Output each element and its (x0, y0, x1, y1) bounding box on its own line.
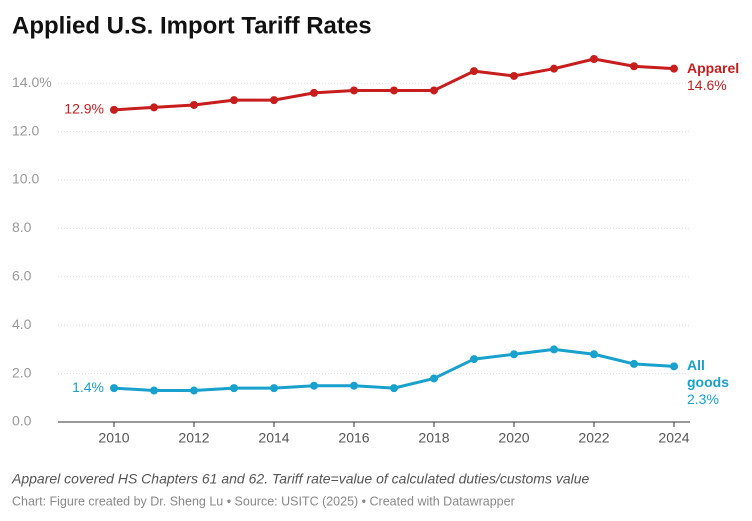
point (470, 355, 478, 364)
point (630, 359, 638, 368)
chart-note: Apparel covered HS Chapters 61 and 62. T… (11, 471, 590, 487)
point (230, 384, 238, 393)
y-tick-label: 2.0 (12, 364, 32, 380)
point (310, 381, 318, 390)
y-tick-label: 10.0 (12, 171, 39, 187)
point (310, 88, 318, 97)
point (190, 386, 198, 395)
line (113, 57, 675, 112)
point (590, 350, 598, 359)
x-tick-label: 2014 (258, 430, 289, 446)
point (430, 86, 438, 95)
point (390, 384, 398, 393)
point (390, 86, 398, 95)
chart-source: Chart: Figure created by Dr. Sheng Lu • … (12, 494, 515, 508)
point (510, 71, 518, 80)
legend-label: Apparel (687, 59, 740, 76)
point (430, 374, 438, 383)
x-tick-label: 2016 (338, 430, 369, 446)
value-label: 2.3% (687, 391, 719, 408)
point (270, 384, 278, 393)
x-tick-label: 2010 (98, 430, 129, 446)
x-tick-label: 2012 (178, 430, 209, 446)
value-label: 14.6% (687, 76, 727, 93)
point (670, 64, 678, 73)
point (150, 103, 158, 112)
point (190, 100, 198, 109)
value-label: 12.9% (64, 101, 104, 117)
point (270, 96, 278, 105)
point (150, 386, 158, 395)
x-tick-label: 2022 (578, 430, 609, 446)
series-end-label: Apparel 14.6% (687, 60, 747, 94)
point (110, 105, 118, 114)
point (630, 62, 638, 71)
y-tick-label: 14.0% (12, 74, 52, 90)
value-label: 1.4% (72, 379, 104, 395)
point (510, 350, 518, 359)
y-tick-label: 4.0 (12, 316, 32, 332)
y-tick-label: 8.0 (12, 219, 32, 235)
point (550, 64, 558, 73)
point (230, 96, 238, 105)
point (670, 362, 678, 371)
y-tick-label: 6.0 (12, 268, 32, 284)
point (550, 345, 558, 354)
point (350, 86, 358, 95)
point (590, 55, 598, 63)
point (110, 384, 118, 393)
x-tick-label: 2024 (658, 430, 689, 446)
chart-title: Applied U.S. Import Tariff Rates (12, 12, 372, 39)
y-tick-label: 12.0 (12, 122, 39, 138)
x-tick-label: 2020 (498, 430, 529, 446)
point (470, 67, 478, 76)
y-tick-label: 0.0 (12, 413, 32, 429)
series-end-label: All goods 2.3% (687, 357, 747, 408)
point (350, 381, 358, 390)
x-tick-label: 2018 (418, 430, 449, 446)
legend-label: All goods (687, 357, 729, 391)
